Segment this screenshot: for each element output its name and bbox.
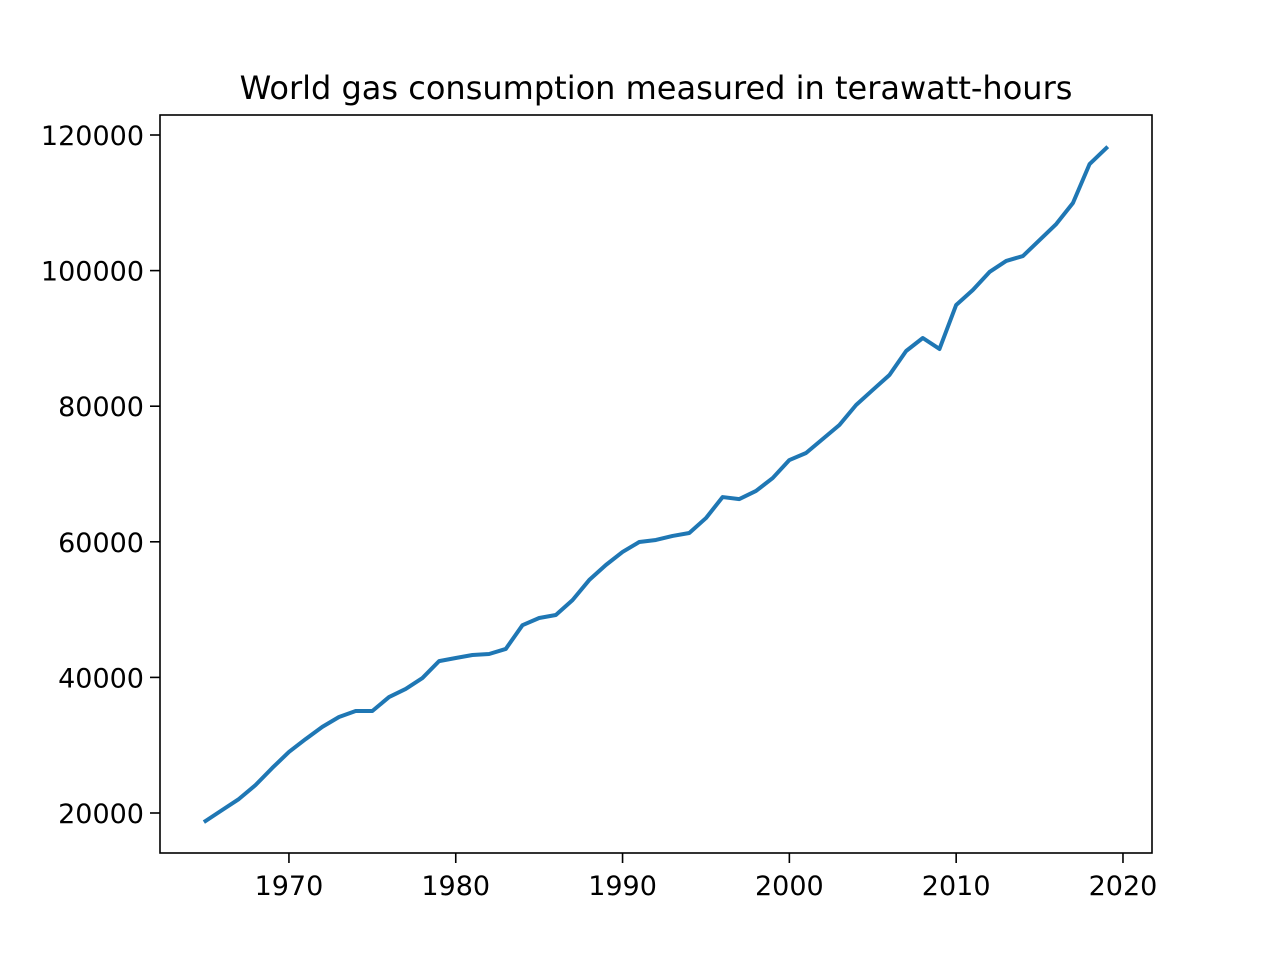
y-tick-label: 120000 [41,121,144,152]
chart-title: World gas consumption measured in terawa… [240,69,1073,107]
plot-frame [159,114,1153,854]
x-tick-label: 1990 [588,871,657,902]
line [202,145,1110,824]
x-tick-label: 1980 [421,871,490,902]
x-tick-label: 2000 [755,871,824,902]
x-tick-label: 2010 [922,871,991,902]
y-tick-label: 40000 [58,663,144,694]
x-tick-label: 1970 [255,871,324,902]
y-tick-label: 100000 [41,257,144,288]
y-tick-label: 80000 [58,392,144,423]
y-tick-label: 60000 [58,528,144,559]
y-tick-label: 20000 [58,799,144,830]
x-tick-label: 2020 [1089,871,1158,902]
